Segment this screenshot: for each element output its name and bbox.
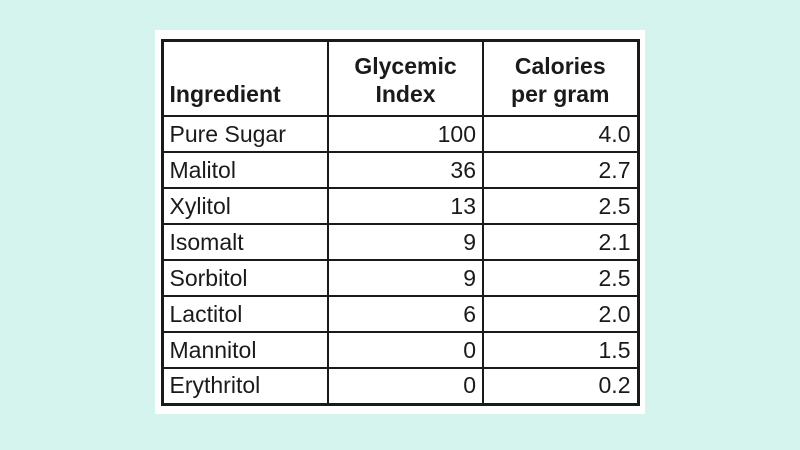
cell-glycemic-index: 0 [327,367,484,405]
table-body: Pure Sugar 100 4.0 Malitol 36 2.7 Xylitol 13 2.5… [161,115,639,405]
cell-glycemic-index: 6 [327,295,484,333]
sweetener-nutrition-table: Ingredient Glycemic Index Calories per g… [160,38,640,406]
table-row: Isomalt 9 2.1 [161,223,639,261]
table-row: Mannitol 0 1.5 [161,331,639,369]
cell-ingredient: Xylitol [161,187,329,225]
header-glycemic-index: Glycemic Index [327,39,484,117]
cell-ingredient: Pure Sugar [161,115,329,153]
header-ingredient: Ingredient [161,39,329,117]
cell-ingredient: Malitol [161,151,329,189]
cell-calories-per-gram: 2.7 [482,151,639,189]
table-row: Sorbitol 9 2.5 [161,259,639,297]
cell-glycemic-index: 36 [327,151,484,189]
cell-calories-per-gram: 2.0 [482,295,639,333]
cell-ingredient: Mannitol [161,331,329,369]
cell-glycemic-index: 13 [327,187,484,225]
cell-glycemic-index: 9 [327,259,484,297]
header-calories-per-gram: Calories per gram [482,39,639,117]
table-row: Erythritol 0 0.2 [161,367,639,405]
cell-ingredient: Sorbitol [161,259,329,297]
cell-glycemic-index: 100 [327,115,484,153]
table-row: Malitol 36 2.7 [161,151,639,189]
cell-glycemic-index: 9 [327,223,484,261]
table-row: Pure Sugar 100 4.0 [161,115,639,153]
cell-calories-per-gram: 2.5 [482,259,639,297]
table-panel: Ingredient Glycemic Index Calories per g… [155,30,645,414]
cell-calories-per-gram: 1.5 [482,331,639,369]
cell-calories-per-gram: 0.2 [482,367,639,405]
cell-glycemic-index: 0 [327,331,484,369]
cell-calories-per-gram: 4.0 [482,115,639,153]
header-row: Ingredient Glycemic Index Calories per g… [161,39,639,117]
table-row: Lactitol 6 2.0 [161,295,639,333]
cell-ingredient: Erythritol [161,367,329,405]
table-row: Xylitol 13 2.5 [161,187,639,225]
cell-ingredient: Isomalt [161,223,329,261]
cell-calories-per-gram: 2.1 [482,223,639,261]
cell-ingredient: Lactitol [161,295,329,333]
cell-calories-per-gram: 2.5 [482,187,639,225]
